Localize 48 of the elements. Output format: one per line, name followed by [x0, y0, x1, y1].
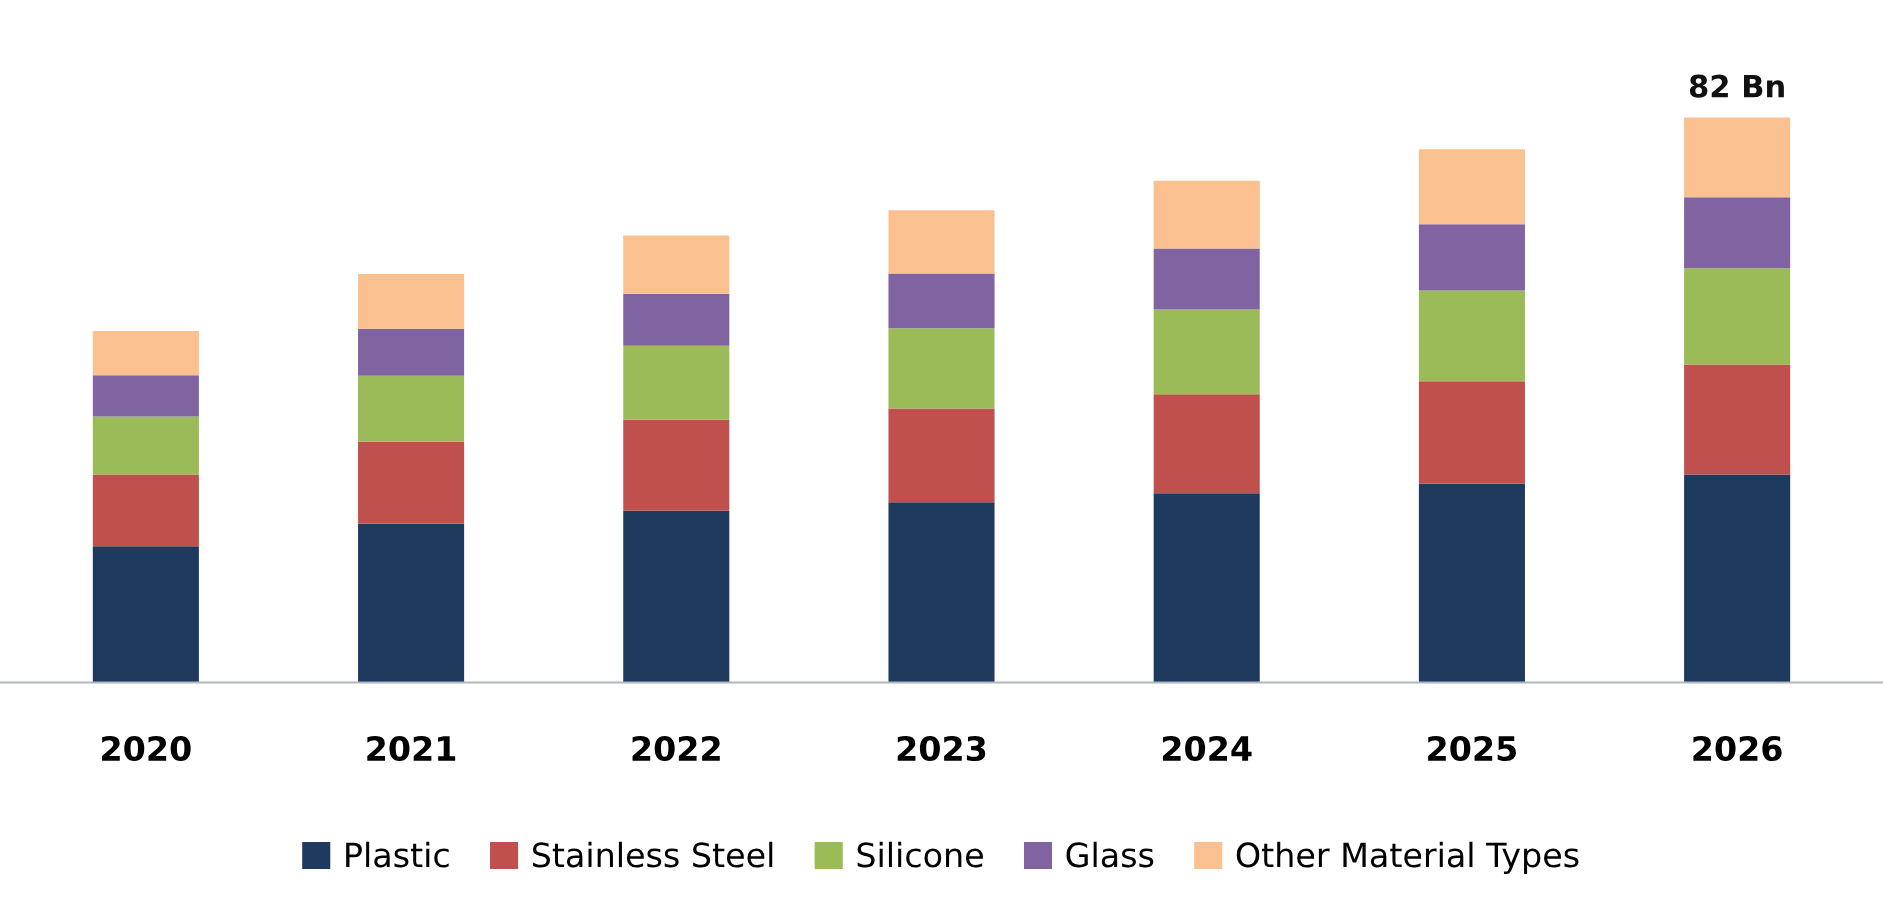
annotation: 82 Bn: [1689, 74, 1784, 98]
bar: [888, 210, 995, 274]
x-tick-label: 2023: [897, 735, 986, 762]
x-tick-label: 2026: [1693, 735, 1782, 762]
legend-label: Glass: [1066, 841, 1154, 868]
bar: [623, 510, 730, 683]
bar: [358, 375, 465, 442]
legend-label: Other Material Types: [1236, 841, 1579, 874]
bar: [888, 502, 995, 683]
bar: [1153, 309, 1260, 395]
bar: [1153, 394, 1260, 494]
legend-label: Stainless Steel: [532, 841, 773, 868]
legend-label: Silicone: [857, 841, 983, 868]
x-tick-label: 2021: [367, 735, 456, 762]
x-tick-label: 2024: [1162, 735, 1252, 762]
bar: [888, 328, 995, 409]
bar: [1684, 474, 1791, 683]
bar: [358, 441, 465, 524]
bar: [1418, 290, 1525, 382]
x-tick-label: 2025: [1428, 735, 1516, 762]
bar: [358, 328, 465, 376]
x-tick-label: 2020: [102, 735, 191, 762]
bar: [623, 293, 730, 346]
bar: [1153, 180, 1260, 249]
bar: [623, 235, 730, 294]
bar: [1153, 248, 1260, 310]
bar: [1684, 197, 1791, 269]
bar: [92, 375, 199, 417]
bar: [358, 523, 465, 683]
x-tick-label: 2022: [632, 735, 720, 762]
bar: [1418, 483, 1525, 683]
bar: [1684, 364, 1791, 475]
bar: [92, 416, 199, 475]
bar: [1684, 268, 1791, 365]
bar: [92, 331, 199, 376]
bar: [1684, 117, 1791, 198]
bar: [92, 546, 199, 683]
legend-label: Plastic: [346, 841, 449, 868]
bar: [888, 408, 995, 503]
bar: [1418, 224, 1525, 291]
bar: [1418, 149, 1525, 225]
bar: [623, 345, 730, 420]
bar: [92, 474, 199, 547]
bar: [888, 273, 995, 329]
bar: [623, 419, 730, 511]
bar: [1153, 493, 1260, 683]
bar: [1418, 381, 1525, 484]
bar: [358, 274, 465, 329]
